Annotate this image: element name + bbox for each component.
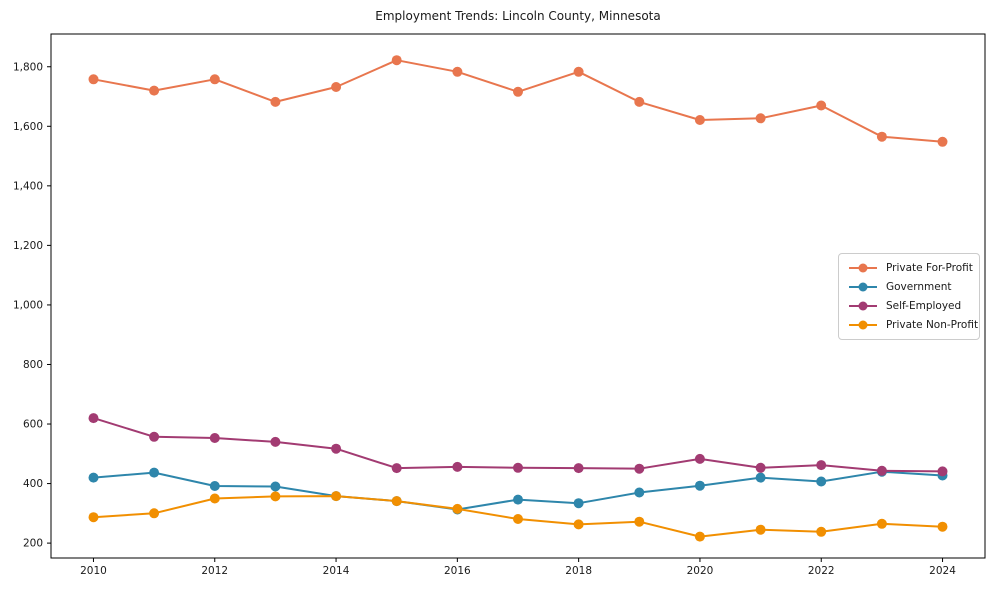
data-point (270, 481, 281, 492)
data-point (270, 491, 281, 502)
legend-item-private-non-profit: Private Non-Profit (848, 319, 978, 331)
data-point (513, 494, 523, 505)
y-tick-label: 800 (23, 359, 43, 371)
y-tick-label: 400 (23, 478, 43, 490)
data-point (149, 467, 160, 478)
data-point (331, 82, 342, 92)
data-point (755, 472, 766, 483)
data-point (876, 131, 887, 142)
data-point (88, 512, 99, 523)
line-marker-icon (849, 301, 877, 311)
data-point (876, 465, 887, 476)
data-point (816, 100, 827, 111)
data-point (149, 508, 160, 519)
data-point (937, 136, 948, 147)
data-point (694, 115, 705, 125)
x-tick-label: 2010 (80, 565, 107, 577)
data-point (937, 466, 948, 477)
data-point (331, 443, 342, 454)
data-point (209, 74, 220, 85)
x-tick-label: 2024 (929, 565, 956, 577)
line-marker-icon (849, 282, 877, 292)
data-point (573, 519, 584, 530)
x-tick-label: 2022 (808, 565, 835, 577)
data-point (209, 481, 220, 491)
data-point (694, 453, 705, 464)
legend-item-self-employed: Self-Employed (848, 300, 971, 312)
x-tick-label: 2018 (565, 565, 592, 577)
x-tick-label: 2016 (444, 565, 471, 577)
data-point (694, 531, 705, 542)
data-point (755, 462, 766, 473)
data-point (634, 463, 645, 474)
legend-item-government: Government (848, 281, 971, 293)
legend-label: Private Non-Profit (886, 318, 979, 331)
data-point (876, 518, 887, 529)
y-tick-label: 1,600 (13, 121, 43, 133)
line-marker-icon (849, 320, 877, 330)
data-point (88, 472, 99, 483)
axes-frame (50, 33, 986, 559)
y-tick-label: 200 (23, 538, 43, 550)
data-point (755, 524, 766, 535)
data-point (634, 487, 645, 498)
y-tick-label: 1,000 (13, 299, 43, 311)
data-point (88, 74, 99, 85)
x-tick-label: 2020 (687, 565, 714, 577)
data-point (149, 85, 160, 96)
x-tick-label: 2014 (323, 565, 350, 577)
data-point (573, 498, 584, 509)
data-point (573, 66, 584, 77)
data-point (209, 493, 220, 504)
data-point (391, 463, 402, 474)
data-point (270, 436, 281, 447)
data-point (513, 86, 523, 97)
data-point (452, 503, 463, 514)
data-point (634, 96, 645, 107)
data-point (391, 55, 402, 66)
data-point (816, 526, 827, 537)
legend-label: Private For-Profit (886, 262, 973, 275)
y-tick-label: 1,400 (13, 180, 43, 192)
data-point (209, 433, 220, 443)
data-point (88, 413, 99, 424)
series-line-private-for-profit (93, 59, 943, 143)
data-point (573, 463, 584, 474)
data-point (816, 460, 827, 471)
data-point (513, 514, 523, 524)
x-tick-label: 2012 (201, 565, 228, 577)
data-point (270, 96, 281, 107)
data-point (149, 431, 160, 442)
legend-label: Self-Employed (886, 299, 962, 312)
data-point (452, 66, 463, 77)
data-point (513, 462, 523, 473)
y-tick-label: 1,200 (13, 240, 43, 252)
legend: Private For-Profit Government Self-Emplo… (838, 253, 980, 340)
data-point (755, 113, 766, 124)
data-point (634, 516, 645, 527)
legend-label: Government (886, 281, 952, 294)
y-tick-label: 600 (23, 419, 43, 431)
chart-title: Employment Trends: Lincoln County, Minne… (375, 9, 661, 23)
data-point (391, 496, 402, 507)
data-point (816, 476, 827, 487)
legend-item-private-for-profit: Private For-Profit (848, 262, 973, 275)
y-tick-label: 1,800 (13, 61, 43, 73)
data-point (452, 461, 463, 472)
data-point (937, 521, 948, 532)
line-marker-icon (849, 263, 877, 273)
data-point (331, 491, 342, 502)
data-point (694, 480, 705, 491)
